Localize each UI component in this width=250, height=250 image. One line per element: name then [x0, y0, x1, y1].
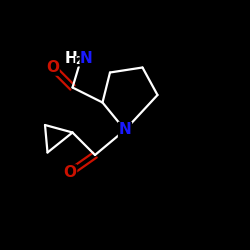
Text: H: H	[65, 51, 78, 66]
Text: 2: 2	[76, 56, 82, 66]
Text: O: O	[46, 60, 59, 75]
Text: N: N	[80, 51, 92, 66]
Text: O: O	[64, 165, 76, 180]
Text: N: N	[119, 122, 132, 138]
